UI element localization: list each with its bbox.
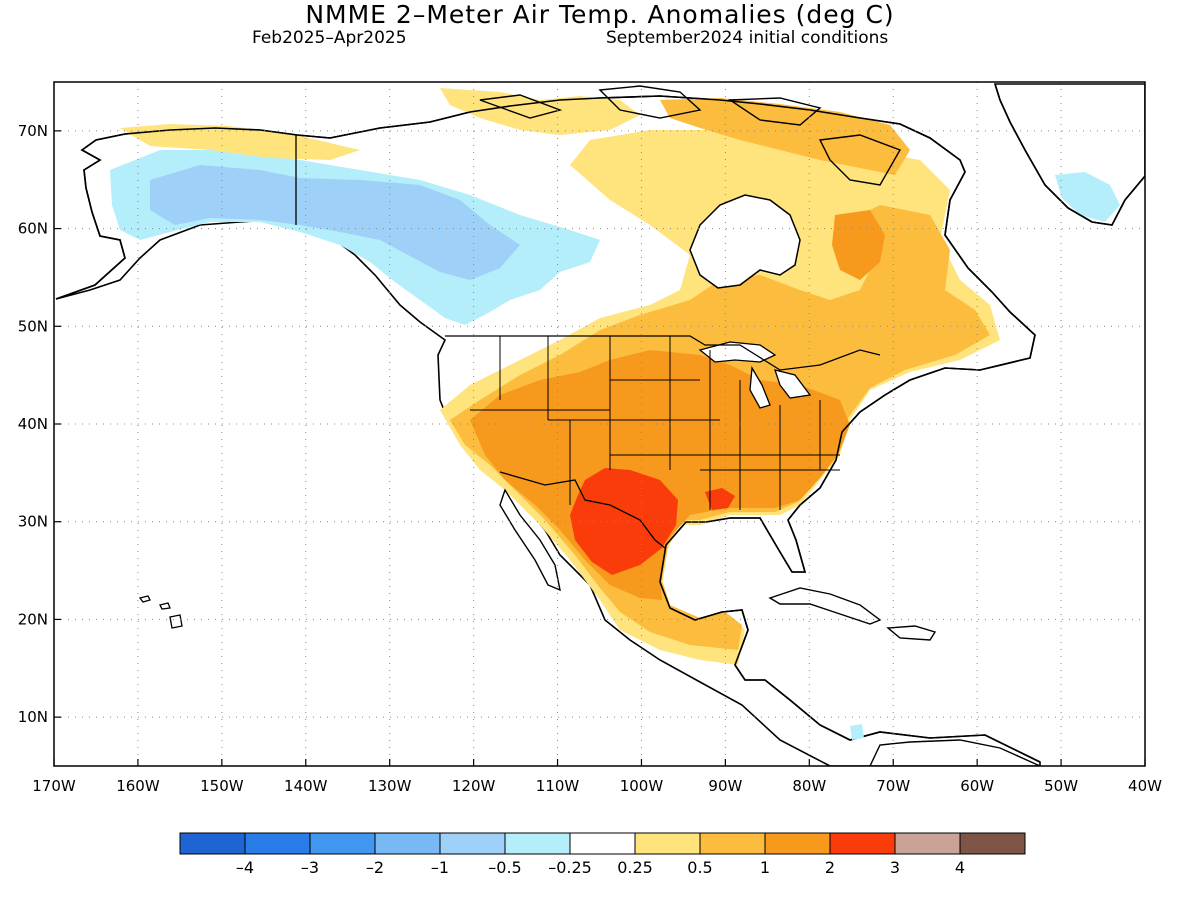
greenland-coast xyxy=(994,83,1145,226)
colorbar-swatch xyxy=(959,832,1026,855)
colorbar-label: 2 xyxy=(825,858,835,877)
map-title: NMME 2–Meter Air Temp. Anomalies (deg C) xyxy=(305,0,895,29)
anomaly-negative-greenland xyxy=(1055,172,1120,222)
arctic-islands xyxy=(479,85,902,186)
lat-label: 70N xyxy=(18,122,48,140)
lon-label: 120W xyxy=(452,777,496,795)
colorbar-label: 3 xyxy=(890,858,900,877)
anomaly-positive-max-texas xyxy=(570,468,678,575)
anomaly-positive-north-slope xyxy=(120,124,360,160)
map-content xyxy=(55,83,1145,766)
colorbar-swatch xyxy=(244,832,311,855)
colorbar-swatch xyxy=(699,832,766,855)
hudson-bay xyxy=(689,194,801,289)
baja-california xyxy=(499,488,561,592)
forecast-period: Feb2025–Apr2025 xyxy=(252,28,407,48)
us-mexico-border xyxy=(499,471,666,549)
colorbar-swatch xyxy=(309,832,376,855)
colorbar-swatch xyxy=(894,832,961,855)
colorbar-label: –1 xyxy=(431,858,449,877)
colorbar-swatch xyxy=(179,832,246,855)
lon-label: 80W xyxy=(792,777,826,795)
lat-label: 60N xyxy=(18,220,48,238)
anomaly-negative-caribbean xyxy=(850,724,864,740)
anomaly-positive-arctic xyxy=(440,88,640,135)
colorbar-label: 0.25 xyxy=(617,858,653,877)
lon-label: 40W xyxy=(1128,777,1162,795)
us-canada-border xyxy=(445,335,881,371)
colorbar-swatch xyxy=(374,832,441,855)
colorbar-swatch xyxy=(829,832,896,855)
colorbar-label: –3 xyxy=(301,858,319,877)
lat-label: 10N xyxy=(18,708,48,726)
lon-label: 90W xyxy=(708,777,742,795)
lon-label: 130W xyxy=(368,777,412,795)
lon-label: 160W xyxy=(116,777,160,795)
great-lakes xyxy=(698,341,812,409)
lat-label: 20N xyxy=(18,610,48,628)
lon-label: 150W xyxy=(200,777,244,795)
colorbar-label: –4 xyxy=(236,858,254,877)
anomaly-positive-high-quebec xyxy=(832,210,885,280)
initial-conditions: September2024 initial conditions xyxy=(606,28,889,48)
colorbar-swatch xyxy=(504,832,571,855)
colorbar-swatch xyxy=(439,832,506,855)
lat-label: 50N xyxy=(18,317,48,335)
lat-label: 30N xyxy=(18,513,48,531)
coastline xyxy=(55,95,1041,763)
colorbar-label: 4 xyxy=(955,858,965,877)
colorbar-label: –2 xyxy=(366,858,384,877)
colorbar: –4 –3 –2 –1 –0.5 –0.25 0.25 0.5 1 2 3 4 xyxy=(179,832,1026,877)
colorbar-swatch xyxy=(764,832,831,855)
latitude-labels: 70N 60N 50N 40N 30N 20N 10N xyxy=(18,122,61,726)
anomaly-positive-high xyxy=(470,350,850,600)
longitude-labels: 170W 160W 150W 140W 130W 120W 110W 100W 90W 80W 70… xyxy=(32,759,1162,795)
land-cuba xyxy=(768,587,882,625)
lon-label: 110W xyxy=(536,777,580,795)
lon-label: 170W xyxy=(32,777,76,795)
lat-label: 40N xyxy=(18,415,48,433)
colorbar-swatch xyxy=(634,832,701,855)
land-hawaii xyxy=(138,595,183,629)
lon-label: 50W xyxy=(1044,777,1078,795)
colorbar-swatch xyxy=(569,832,636,855)
land-hispaniola xyxy=(886,625,937,641)
state-borders xyxy=(470,336,840,510)
lon-label: 70W xyxy=(876,777,910,795)
colorbar-label: –0.25 xyxy=(548,858,592,877)
lon-label: 60W xyxy=(960,777,994,795)
lon-label: 140W xyxy=(284,777,328,795)
colorbar-label: 1 xyxy=(760,858,770,877)
colorbar-label: 0.5 xyxy=(687,858,712,877)
land-south-america xyxy=(869,739,1041,766)
anomaly-negative-mid xyxy=(150,165,520,280)
anomaly-positive-baffin xyxy=(660,98,910,175)
colorbar-label: –0.5 xyxy=(488,858,521,877)
lon-label: 100W xyxy=(620,777,664,795)
anomaly-positive-max-louisiana xyxy=(705,488,735,510)
